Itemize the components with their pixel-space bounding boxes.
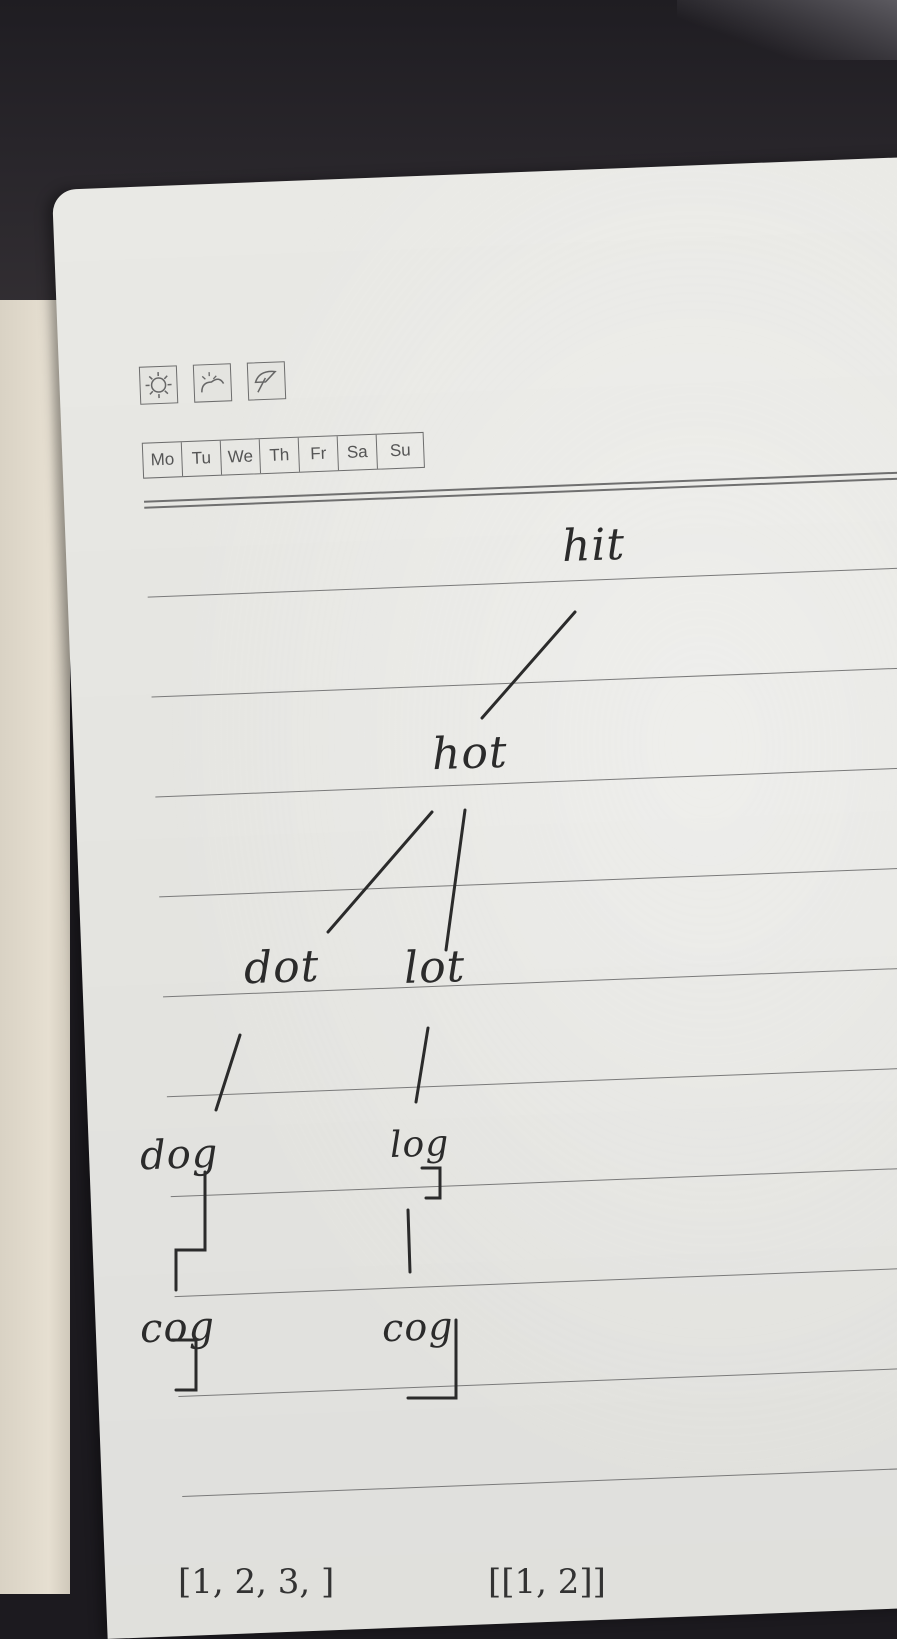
edge-lot-log xyxy=(416,1028,428,1102)
node-level1: hot xyxy=(431,727,508,781)
node-level4-right: cog xyxy=(381,1304,454,1350)
node-level3-left: dog xyxy=(139,1131,219,1180)
bottom-note-right: [[1, 2]] xyxy=(488,1562,606,1602)
node-level3-right: log xyxy=(389,1123,450,1166)
node-root: hit xyxy=(561,519,626,572)
edge-log-cog xyxy=(408,1210,410,1272)
edge-dog-cog xyxy=(176,1172,205,1290)
edge-hit-hot xyxy=(482,612,575,718)
edge-hot-lot xyxy=(446,810,465,950)
node-level2-left: dot xyxy=(243,941,320,995)
node-level4-left: cog xyxy=(139,1304,216,1353)
node-level2-right: lot xyxy=(403,941,466,994)
edge-hot-dot xyxy=(328,812,432,932)
word-ladder-tree-lines xyxy=(0,0,897,1594)
bottom-note-left: [1, 2, 3, ] xyxy=(178,1562,334,1602)
bracket-log xyxy=(422,1168,440,1198)
edge-dot-dog xyxy=(216,1035,240,1110)
